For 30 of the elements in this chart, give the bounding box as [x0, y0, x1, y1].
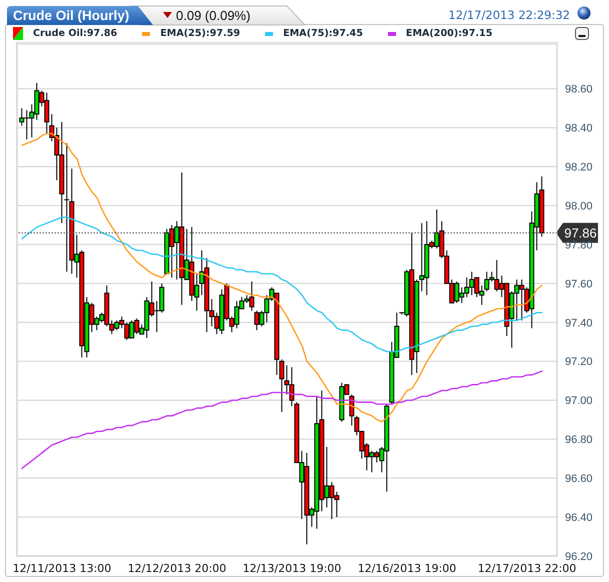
x-tick-label: 12/17/2013 22:00 [478, 562, 576, 575]
ref-line-label: 97.86 [564, 226, 597, 241]
y-tick-label: 96.60 [565, 473, 593, 486]
legend-label: EMA(200):97.15 [406, 28, 492, 39]
line-series [21, 216, 543, 352]
y-tick-label: 97.40 [565, 317, 593, 330]
y-tick-label: 98.60 [565, 84, 593, 96]
legend-label: EMA(75):97.45 [283, 28, 363, 39]
x-tick-label: 12/12/2013 20:00 [128, 562, 226, 575]
y-tick-label: 97.00 [565, 395, 593, 408]
legend-label: Crude Oil:97.86 [33, 28, 118, 39]
y-tick-label: 96.20 [565, 550, 593, 563]
y-tick-label: 98.20 [565, 162, 593, 174]
y-tick-label: 96.80 [565, 434, 593, 446]
y-tick-label: 96.40 [565, 512, 593, 524]
y-tick-label: 97.80 [565, 239, 593, 252]
y-tick-label: 97.60 [565, 278, 593, 290]
candlestick [64, 142, 70, 272]
chart-subtitle: 0.09 (0.09%) [176, 8, 250, 23]
chart-title: Crude Oil (Hourly) [13, 8, 130, 23]
x-tick-label: 12/11/2013 13:00 [12, 562, 112, 575]
x-tick-label: 12/16/2013 19:00 [358, 562, 456, 575]
y-tick-label: 98.00 [565, 200, 593, 212]
x-tick-label: 12/13/2013 19:00 [242, 562, 342, 575]
y-tick-label: 97.20 [565, 356, 593, 368]
line-series [21, 370, 543, 470]
candlestick [279, 358, 284, 412]
text: 12/17/2013 22:29:32 [448, 8, 570, 22]
legend-label: EMA(25):97.59 [160, 28, 240, 39]
y-tick-label: 98.40 [565, 122, 593, 135]
